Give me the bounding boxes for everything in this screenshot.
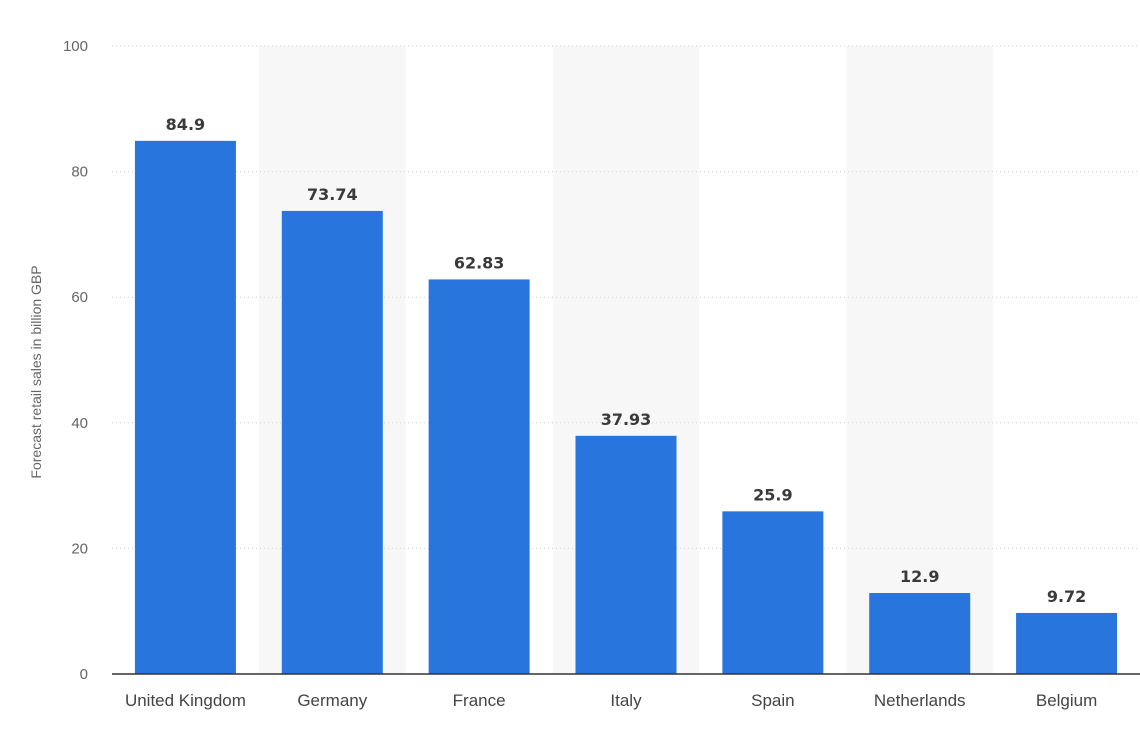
y-axis-ticks: 0 20 40 60 80 100 — [63, 38, 88, 683]
x-tick-label: United Kingdom — [125, 691, 246, 710]
data-label: 12.9 — [900, 567, 939, 586]
y-tick-label: 40 — [71, 415, 88, 432]
x-tick-label: Germany — [297, 691, 367, 710]
x-tick-label: Italy — [610, 691, 642, 710]
bar — [722, 511, 823, 674]
bar — [1016, 613, 1117, 674]
bar — [282, 211, 383, 674]
bar — [869, 593, 970, 674]
bar — [429, 279, 530, 674]
y-axis-title: Forecast retail sales in billion GBP — [28, 265, 44, 478]
y-tick-label: 0 — [80, 666, 88, 683]
bar — [135, 141, 236, 674]
data-label: 37.93 — [601, 410, 652, 429]
x-tick-label: France — [453, 691, 506, 710]
x-tick-label: Netherlands — [874, 691, 966, 710]
x-axis-ticks: United Kingdom Germany France Italy Spain Net… — [125, 691, 1097, 710]
data-label: 9.72 — [1047, 587, 1086, 606]
bar — [576, 436, 677, 674]
x-tick-label: Spain — [751, 691, 794, 710]
y-tick-label: 100 — [63, 38, 88, 55]
data-label: 25.9 — [753, 485, 792, 504]
y-tick-label: 80 — [71, 164, 88, 181]
y-tick-label: 60 — [71, 289, 88, 306]
x-tick-label: Belgium — [1036, 691, 1097, 710]
data-label: 62.83 — [454, 253, 505, 272]
data-label: 84.9 — [166, 115, 205, 134]
data-label: 73.74 — [307, 185, 358, 204]
y-tick-label: 20 — [71, 540, 88, 557]
